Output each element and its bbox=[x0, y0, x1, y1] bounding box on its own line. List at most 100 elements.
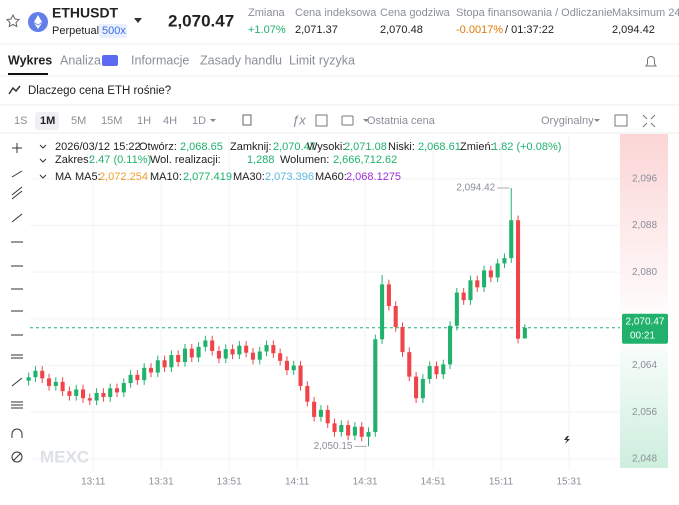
candle-body bbox=[495, 263, 500, 278]
tab[interactable]: Wykres bbox=[8, 53, 52, 67]
candle-body bbox=[312, 401, 317, 417]
interval[interactable]: 1H bbox=[137, 115, 151, 127]
ma-label: MA30: bbox=[233, 171, 265, 183]
stat-value: -0.0017% bbox=[456, 24, 503, 36]
symbol[interactable]: ETHUSDT bbox=[52, 5, 119, 21]
tab[interactable]: Informacje bbox=[131, 53, 189, 67]
stat-label: Zmiana bbox=[248, 7, 286, 19]
drawing-tools[interactable] bbox=[11, 143, 23, 463]
symbol-caret[interactable] bbox=[134, 18, 142, 23]
candle-body bbox=[468, 280, 473, 301]
info-label: Wolumen: bbox=[280, 154, 329, 166]
candle-icon[interactable] bbox=[242, 114, 252, 126]
info-value: 1,288 bbox=[247, 154, 275, 166]
info-label: Zmień: bbox=[460, 141, 494, 153]
stat-label: Maksimum 24h bbox=[612, 7, 679, 19]
caret bbox=[594, 119, 600, 122]
candle-body bbox=[407, 352, 412, 377]
ma-title: MA bbox=[55, 171, 72, 183]
candle-body bbox=[291, 365, 296, 371]
candle-body bbox=[427, 366, 432, 379]
candle-body bbox=[346, 425, 351, 436]
candle-body bbox=[26, 377, 31, 381]
candle-body bbox=[230, 349, 235, 355]
mode[interactable]: Oryginalny bbox=[541, 115, 594, 127]
info-label: Zamknij: bbox=[230, 141, 272, 153]
plot: 2,0482,0562,0642,0722,0802,0882,09613:11… bbox=[26, 135, 668, 488]
info-value: 2,068.61 bbox=[418, 141, 461, 153]
info-label: Zakres: bbox=[55, 154, 92, 166]
last-price: 2,070.47 bbox=[168, 11, 234, 30]
price-type[interactable]: Ostatnia cena bbox=[367, 115, 436, 127]
ma-value: 2,068.1275 bbox=[346, 171, 401, 183]
banner[interactable]: Dlaczego cena ETH rośnie? bbox=[28, 85, 171, 97]
y-tick-label: 2,056 bbox=[632, 407, 657, 418]
x-tick-label: 13:11 bbox=[81, 477, 106, 488]
x-tick-label: 14:11 bbox=[285, 477, 310, 488]
ma-value: 2,073.396 bbox=[265, 171, 314, 183]
watermark: MEXC bbox=[40, 447, 89, 466]
candle-body bbox=[264, 345, 269, 352]
axis-bg-down bbox=[620, 328, 668, 468]
y-tick-label: 2,096 bbox=[632, 173, 657, 184]
candle-body bbox=[278, 353, 283, 361]
trend-icon bbox=[8, 85, 21, 95]
info-value: 1.82 (+0.08%) bbox=[492, 141, 561, 153]
info-value: 2,666,712.62 bbox=[333, 154, 397, 166]
interval[interactable]: 4H bbox=[163, 115, 177, 127]
candle-body bbox=[325, 409, 330, 424]
candle-body bbox=[53, 381, 58, 386]
stat-value: +1.07% bbox=[248, 24, 286, 36]
candle-body bbox=[74, 389, 79, 396]
fx-icon[interactable]: ƒx bbox=[292, 112, 306, 127]
bell-icon[interactable] bbox=[645, 56, 657, 67]
candle-body bbox=[135, 374, 140, 381]
fullscreen-icon[interactable] bbox=[642, 114, 656, 128]
candle-body bbox=[393, 306, 398, 328]
candle-body bbox=[318, 409, 323, 417]
y-tick-label: 2,048 bbox=[632, 454, 657, 465]
info-value: 2,071.08 bbox=[344, 141, 387, 153]
tab[interactable]: Limit ryzyka bbox=[289, 53, 355, 67]
candle-body bbox=[250, 352, 255, 360]
candle-body bbox=[352, 426, 357, 436]
ma-label: MA5: bbox=[75, 171, 101, 183]
tab[interactable]: Analiza bbox=[60, 53, 101, 67]
candle-body bbox=[60, 381, 65, 392]
eth-glyph bbox=[34, 15, 42, 29]
low-label: 2,050.15 bbox=[314, 441, 353, 452]
collapse-icon[interactable] bbox=[39, 144, 47, 179]
candle-body bbox=[216, 350, 222, 359]
x-tick-label: 14:31 bbox=[353, 477, 378, 488]
tab[interactable]: Zasady handlu bbox=[200, 53, 282, 67]
stat-extra: / 01:37:22 bbox=[505, 24, 554, 36]
star-icon[interactable] bbox=[5, 13, 21, 28]
interval[interactable]: 5M bbox=[71, 115, 86, 127]
camera-icon[interactable] bbox=[341, 115, 354, 126]
stat-value: 2,070.48 bbox=[380, 24, 423, 36]
info-label: Niski: bbox=[388, 141, 415, 153]
flash-icon[interactable] bbox=[564, 436, 570, 444]
ma-label: MA10: bbox=[150, 171, 182, 183]
info-value: 2.47 (0.11%) bbox=[89, 154, 151, 166]
stat-label: Cena godziwa bbox=[380, 7, 451, 19]
candle-body bbox=[400, 327, 405, 353]
y-tick-label: 2,080 bbox=[632, 267, 657, 278]
interval[interactable]: 1D bbox=[192, 115, 206, 127]
info-label: Otwórz: bbox=[139, 141, 177, 153]
x-tick-label: 13:31 bbox=[149, 477, 174, 488]
grid-icon[interactable] bbox=[315, 114, 328, 127]
candle-body bbox=[488, 270, 493, 278]
candle-body bbox=[420, 378, 425, 399]
candle-body bbox=[502, 258, 507, 264]
interval[interactable]: 15M bbox=[101, 115, 122, 127]
interval[interactable]: 1M bbox=[40, 115, 55, 127]
candle-body bbox=[114, 388, 120, 393]
stat-value: 2,094.42 bbox=[612, 24, 655, 36]
candle-body bbox=[94, 392, 99, 401]
interval[interactable]: 1S bbox=[14, 115, 27, 127]
candle-body bbox=[339, 425, 344, 433]
layout-icon[interactable] bbox=[614, 114, 628, 127]
candle-body bbox=[108, 388, 113, 398]
